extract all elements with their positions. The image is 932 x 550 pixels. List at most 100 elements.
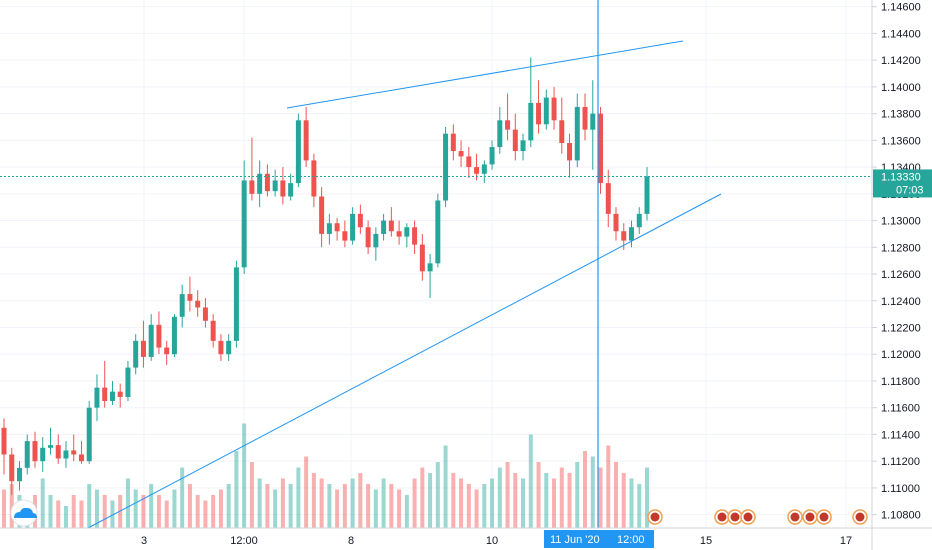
candle-body — [264, 173, 270, 192]
candle-body — [435, 200, 441, 264]
event-flag-icon[interactable] — [816, 509, 832, 525]
y-tick-label: 1.12000 — [881, 349, 921, 361]
candle-body — [94, 387, 100, 408]
volume-bar — [335, 489, 340, 528]
candle-body — [210, 320, 216, 341]
event-flag-icon[interactable] — [727, 509, 743, 525]
trendlines[interactable] — [87, 40, 722, 529]
candle-body — [334, 223, 340, 232]
volume-bar — [342, 484, 347, 528]
candle — [605, 169, 611, 228]
event-flag-icon[interactable] — [647, 509, 663, 525]
candle — [396, 220, 402, 245]
lower-trendline[interactable] — [87, 193, 722, 529]
candle — [319, 187, 325, 248]
volume-bar — [218, 489, 223, 528]
volume-bar — [459, 478, 464, 528]
candle — [450, 124, 456, 161]
event-flag-fill — [743, 512, 753, 522]
volume-bar — [389, 484, 394, 528]
current-price-label: 1.13330 — [881, 171, 921, 183]
candle-body — [644, 176, 650, 214]
volume-bar — [226, 484, 231, 528]
event-flag-icon[interactable] — [787, 509, 803, 525]
event-flag-icon[interactable] — [852, 509, 868, 525]
x-tick-label: 17 — [840, 535, 852, 547]
volume-bar — [373, 489, 378, 528]
candles — [1, 57, 650, 495]
candle-body — [295, 120, 301, 184]
volume-bar — [149, 484, 154, 528]
candle-body — [636, 213, 642, 228]
candle — [241, 160, 247, 275]
event-flag-fill — [819, 512, 829, 522]
y-tick-label: 1.13000 — [881, 216, 921, 228]
candle-body — [102, 387, 108, 402]
candle — [47, 427, 53, 455]
candle-body — [613, 213, 619, 232]
candle-body — [179, 294, 185, 317]
current-price-tag-bg — [873, 169, 932, 198]
tradingview-logo[interactable] — [10, 499, 38, 527]
x-tick-label: 15 — [700, 535, 712, 547]
candle — [78, 441, 84, 464]
candle — [512, 113, 518, 161]
crosshair-date-text: 11 Jun '20 — [550, 534, 600, 546]
event-flag-fill — [790, 512, 800, 522]
candle — [582, 93, 588, 141]
volume-bar — [9, 484, 14, 528]
candle — [272, 169, 278, 197]
candle-body — [396, 231, 402, 237]
candle-body — [590, 113, 596, 130]
volume-bar — [187, 484, 192, 528]
volume-bar — [203, 500, 208, 528]
time-axis[interactable]: 3 12:00 8 10 15 17 — [141, 535, 852, 547]
y-tick-label: 1.11200 — [881, 456, 920, 468]
volume-bar — [156, 495, 161, 528]
candle-body — [218, 340, 224, 355]
candle-body — [505, 120, 511, 130]
event-flag-fill — [805, 512, 815, 522]
candle — [357, 204, 363, 234]
candle-body — [621, 231, 627, 241]
candle — [156, 311, 162, 355]
volume-bar — [249, 462, 254, 528]
volume-bar — [381, 478, 386, 528]
y-tick-label: 1.11800 — [881, 376, 920, 388]
candle — [404, 223, 410, 248]
economic-events[interactable] — [647, 509, 868, 525]
candle-body — [311, 160, 317, 197]
candle — [171, 314, 177, 357]
candle-body — [512, 129, 518, 152]
cloud-icon — [14, 507, 37, 518]
event-flag-icon[interactable] — [740, 509, 756, 525]
y-tick-label: 1.11000 — [881, 483, 920, 495]
volume-bar — [420, 467, 425, 528]
price-axis[interactable]: 1.14600 1.14400 1.14200 1.14000 1.13800 1.136… — [872, 2, 921, 522]
crosshair-date-label: 11 Jun '20 12:00 — [544, 530, 654, 548]
y-tick-label: 1.10800 — [881, 510, 921, 522]
candle-body — [257, 173, 263, 194]
candle-body — [350, 213, 356, 241]
event-flag-icon[interactable] — [714, 509, 730, 525]
event-flag-icon[interactable] — [802, 509, 818, 525]
candle-body — [71, 450, 77, 455]
candle — [187, 276, 193, 312]
y-tick-label: 1.11600 — [881, 403, 920, 415]
y-tick-label: 1.12600 — [881, 269, 921, 281]
volume-bar — [172, 489, 177, 528]
candle-body — [24, 441, 30, 468]
candle-body — [450, 133, 456, 152]
upper-trendline[interactable] — [286, 40, 684, 109]
candle — [55, 434, 61, 464]
candle — [466, 147, 472, 178]
volume-bar — [497, 467, 502, 528]
candle — [16, 461, 22, 491]
candle — [505, 93, 511, 141]
volume-bar — [40, 478, 45, 528]
y-tick-label: 1.14200 — [881, 55, 921, 67]
event-flag-fill — [855, 512, 865, 522]
x-tick-label: 12:00 — [230, 535, 258, 547]
candle-body — [55, 445, 61, 459]
